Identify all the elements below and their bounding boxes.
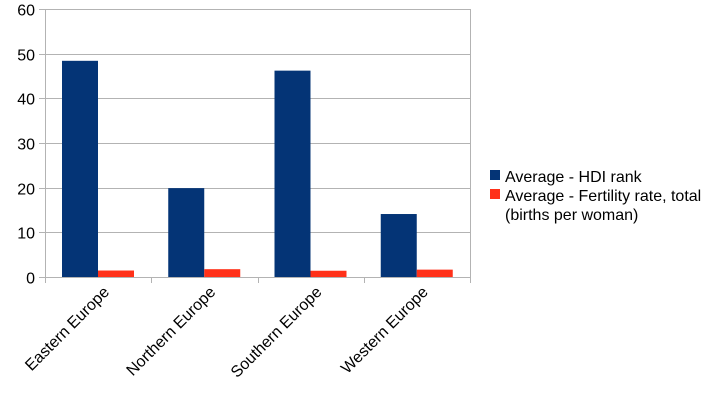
x-tick-label: Western Europe <box>338 284 432 378</box>
bar-fertility-rate <box>98 270 134 277</box>
y-tick-label: 10 <box>17 226 35 243</box>
x-tick-label: Eastern Europe <box>22 284 113 375</box>
x-tick-label: Southern Europe <box>228 284 326 382</box>
bar-fertility-rate <box>416 269 453 277</box>
y-axis-tick-labels: 0 10 20 30 40 50 60 <box>17 3 35 288</box>
legend-swatch <box>490 170 500 180</box>
bar-fertility-rate <box>204 269 241 277</box>
y-tick-label: 60 <box>17 3 35 20</box>
y-tick-label: 40 <box>17 92 35 109</box>
legend: Average - HDI rank Average - Fertility ra… <box>490 169 701 224</box>
bar-fertility-rate <box>310 270 347 277</box>
legend-swatch <box>490 189 500 199</box>
x-tick-label: Northern Europe <box>124 284 220 380</box>
bar-hdi-rank <box>168 188 205 277</box>
legend-label: Average - Fertility rate, total <box>505 188 701 205</box>
legend-label: Average - HDI rank <box>505 169 643 186</box>
y-tick-label: 20 <box>17 182 35 199</box>
bars <box>62 60 453 278</box>
bar-hdi-rank <box>380 214 417 277</box>
y-tick-label: 0 <box>26 271 35 288</box>
y-tick-label: 50 <box>17 48 35 65</box>
bar-hdi-rank <box>274 70 311 277</box>
legend-label: (births per woman) <box>505 207 638 224</box>
bar-hdi-rank <box>62 60 98 278</box>
axes <box>39 9 471 283</box>
y-tick-label: 30 <box>17 137 35 154</box>
gridlines <box>45 9 470 278</box>
x-axis-tick-labels: Eastern Europe Northern Europe Southern Eu… <box>22 284 431 382</box>
